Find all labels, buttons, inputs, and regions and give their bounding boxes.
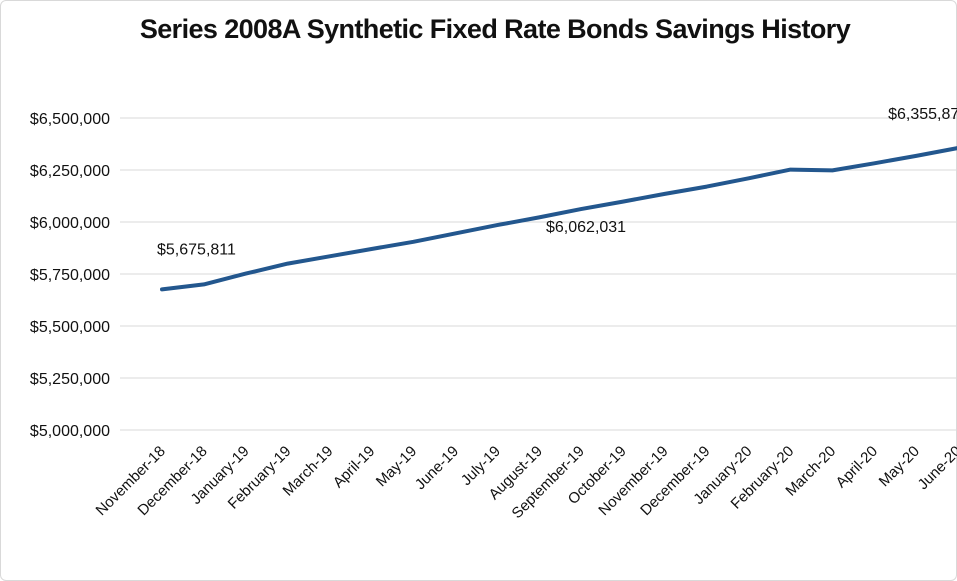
y-axis-labels: $5,000,000 $5,250,000 $5,500,000 $5,750,000… [30, 111, 110, 440]
x-tick-label: June-19 [412, 443, 462, 493]
chart-title: Series 2008A Synthetic Fixed Rate Bonds … [139, 14, 851, 44]
y-tick-label: $5,750,000 [30, 267, 110, 284]
y-tick-label: $5,500,000 [30, 319, 110, 336]
y-tick-label: $6,250,000 [30, 163, 110, 180]
x-tick-label: September-19 [509, 443, 588, 522]
data-label: $6,062,031 [546, 219, 626, 236]
y-tick-label: $5,250,000 [30, 371, 110, 388]
series-lines [160, 146, 957, 292]
data-labels: $5,675,811 $6,062,031 $6,355,879 [157, 106, 957, 258]
y-tick-label: $5,000,000 [30, 423, 110, 440]
y-tick-label: $6,000,000 [30, 215, 110, 232]
x-axis-labels: November-18December-18January-19February… [93, 443, 957, 522]
data-label: $5,675,811 [157, 241, 236, 258]
x-tick-label: April-20 [833, 443, 882, 492]
data-label: $6,355,879 [888, 106, 957, 123]
series-line [160, 146, 957, 292]
y-tick-label: $6,500,000 [30, 111, 110, 128]
x-tick-label: June-20 [915, 443, 957, 493]
x-tick-label: April-19 [330, 443, 379, 492]
